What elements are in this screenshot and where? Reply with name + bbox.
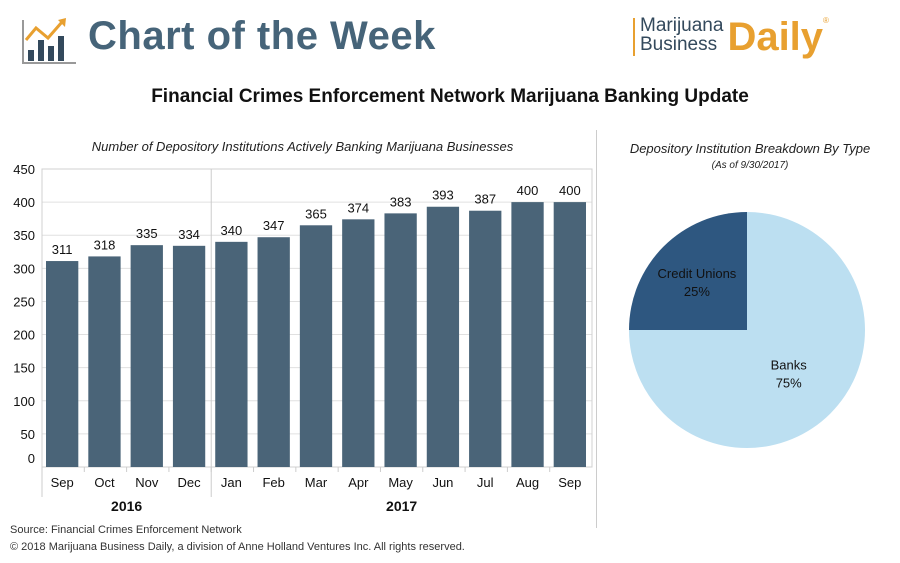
slice-pct: 25% (684, 284, 710, 299)
logo-mark: ® (823, 16, 829, 25)
data-label: 393 (432, 188, 454, 203)
y-tick-label: 50 (21, 427, 35, 442)
bar (88, 256, 121, 467)
y-tick-label: 400 (13, 195, 35, 210)
y-tick-label: 250 (13, 294, 35, 309)
x-tick-label: Sep (51, 475, 74, 490)
source-note: Source: Financial Crimes Enforcement Net… (10, 524, 242, 536)
data-label: 311 (52, 242, 73, 257)
bar (299, 225, 333, 467)
pie-chart-title: Depository Institution Breakdown By Type (629, 141, 871, 156)
logo-text: Marijuana (640, 15, 724, 36)
bar (130, 245, 163, 467)
data-label: 335 (136, 226, 158, 241)
x-tick-label: Jun (432, 475, 453, 490)
pie-chart-subtitle: (As of 9/30/2017) (711, 160, 789, 171)
bar (384, 213, 417, 467)
bar (469, 210, 502, 467)
chart-logo-icon (22, 18, 76, 64)
bar-chart-title: Number of Depository Institutions Active… (91, 139, 514, 154)
bar (553, 202, 586, 467)
x-tick-label: May (388, 475, 413, 490)
header-title: Chart of the Week (88, 14, 436, 58)
data-label: 347 (263, 218, 285, 233)
main-title: Financial Crimes Enforcement Network Mar… (151, 86, 749, 107)
y-tick-label: 300 (13, 261, 35, 276)
x-tick-label: Feb (262, 475, 284, 490)
bar-chart: 0 50 100 150 200 250 300 350 400 450 311 Sep 318 Oct 3… (13, 162, 593, 514)
slice-label: Banks (771, 358, 808, 373)
data-label: 400 (559, 183, 581, 198)
y-tick-label: 100 (13, 394, 35, 409)
y-tick-label: 350 (13, 228, 35, 243)
group-label: 2017 (386, 498, 417, 514)
y-tick-label: 200 (13, 328, 35, 343)
brand-logo: Marijuana Business Daily ® (633, 16, 829, 58)
y-tick-label: 450 (13, 162, 35, 177)
data-label: 387 (474, 192, 496, 207)
x-tick-label: Nov (135, 475, 159, 490)
y-tick-label: 0 (28, 451, 35, 466)
data-label: 334 (178, 227, 200, 242)
logo-daily: Daily (727, 15, 824, 59)
bar (215, 241, 248, 467)
pie-slice (629, 212, 865, 448)
y-tick-label: 150 (13, 361, 35, 376)
bar (342, 219, 375, 467)
x-tick-label: Aug (516, 475, 539, 490)
data-label: 340 (221, 223, 243, 238)
divider (596, 130, 597, 528)
x-tick-label: Sep (558, 475, 581, 490)
bar (46, 261, 79, 467)
data-label: 365 (305, 206, 327, 221)
x-tick-label: Dec (178, 475, 202, 490)
x-tick-label: Jul (477, 475, 494, 490)
slice-label: Credit Unions (658, 266, 737, 281)
pie-slice (629, 212, 747, 330)
data-label: 400 (517, 183, 539, 198)
pie-chart: Credit Unions 25% Banks 75% (629, 212, 865, 448)
data-label: 318 (94, 237, 116, 252)
x-tick-label: Jan (221, 475, 242, 490)
bar (172, 245, 206, 467)
bar (511, 202, 544, 467)
x-tick-label: Mar (305, 475, 328, 490)
data-label: 383 (390, 194, 412, 209)
slice-pct: 75% (776, 376, 802, 391)
logo-text: Business (640, 34, 718, 55)
bar (257, 237, 290, 467)
copyright: © 2018 Marijuana Business Daily, a divis… (10, 541, 465, 553)
x-tick-label: Oct (94, 475, 115, 490)
data-label: 374 (347, 200, 369, 215)
x-tick-label: Apr (348, 475, 369, 490)
bar (426, 206, 460, 467)
group-label: 2016 (111, 498, 142, 514)
